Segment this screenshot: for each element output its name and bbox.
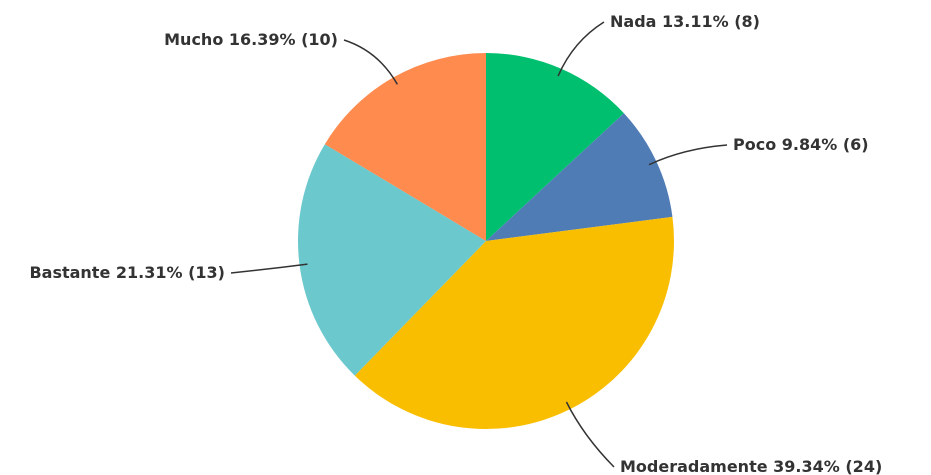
- data-label: Bastante 21.31% (13): [29, 263, 225, 282]
- label-category: Moderadamente: [620, 457, 768, 475]
- pie-slice: [354, 216, 674, 429]
- data-label: Mucho 16.39% (10): [164, 30, 338, 49]
- label-category: Nada: [610, 12, 656, 31]
- label-value: 21.31% (13): [116, 263, 225, 282]
- pie-slice: [486, 113, 673, 241]
- label-value: 13.11% (8): [662, 12, 760, 31]
- label-value: 9.84% (6): [782, 135, 869, 154]
- label-category: Mucho: [164, 30, 223, 49]
- label-value: 39.34% (24): [773, 457, 882, 475]
- label-value: 16.39% (10): [229, 30, 338, 49]
- leader-line: [557, 21, 605, 77]
- pie-slice: [324, 53, 486, 241]
- label-category: Poco: [733, 135, 776, 154]
- leader-line: [565, 401, 615, 468]
- pie-slice: [486, 53, 624, 241]
- data-label: Nada 13.11% (8): [610, 12, 760, 31]
- leader-line: [230, 263, 308, 274]
- pie-slice: [298, 144, 486, 376]
- leader-line: [343, 39, 399, 85]
- label-category: Bastante: [29, 263, 110, 282]
- leader-line: [648, 144, 728, 166]
- data-label: Moderadamente 39.34% (24): [620, 457, 882, 475]
- data-label: Poco 9.84% (6): [733, 135, 869, 154]
